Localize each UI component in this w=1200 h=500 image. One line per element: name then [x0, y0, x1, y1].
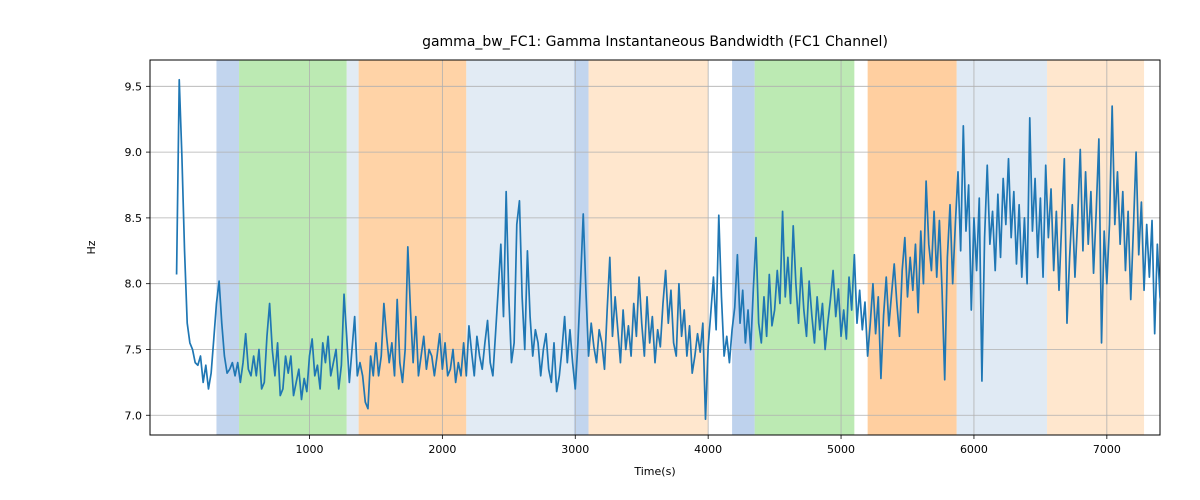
x-tick-label: 1000 [295, 443, 323, 456]
band-region [216, 60, 239, 435]
y-tick-label: 8.5 [125, 212, 143, 225]
band-region [732, 60, 755, 435]
band-region [589, 60, 709, 435]
y-tick-label: 9.5 [125, 80, 143, 93]
y-tick-label: 8.0 [125, 278, 143, 291]
x-tick-label: 4000 [694, 443, 722, 456]
x-tick-label: 3000 [561, 443, 589, 456]
y-tick-label: 7.0 [125, 409, 143, 422]
band-region [755, 60, 855, 435]
chart-svg: gamma_bw_FC1: Gamma Instantaneous Bandwi… [0, 0, 1200, 500]
x-tick-label: 5000 [827, 443, 855, 456]
band-region [359, 60, 467, 435]
x-axis-label: Time(s) [633, 465, 675, 478]
x-tick-label: 6000 [960, 443, 988, 456]
y-axis-label: Hz [85, 240, 98, 254]
x-tick-label: 7000 [1093, 443, 1121, 456]
chart-container: gamma_bw_FC1: Gamma Instantaneous Bandwi… [0, 0, 1200, 500]
x-tick-label: 2000 [428, 443, 456, 456]
chart-title: gamma_bw_FC1: Gamma Instantaneous Bandwi… [422, 34, 888, 50]
x-ticks: 1000 2000 3000 4000 5000 6000 7000 [295, 435, 1120, 456]
y-tick-label: 9.0 [125, 146, 143, 159]
y-ticks: 7.0 7.5 8.0 8.5 9.0 9.5 [125, 80, 151, 422]
background-bands [216, 60, 1144, 435]
y-tick-label: 7.5 [125, 343, 143, 356]
